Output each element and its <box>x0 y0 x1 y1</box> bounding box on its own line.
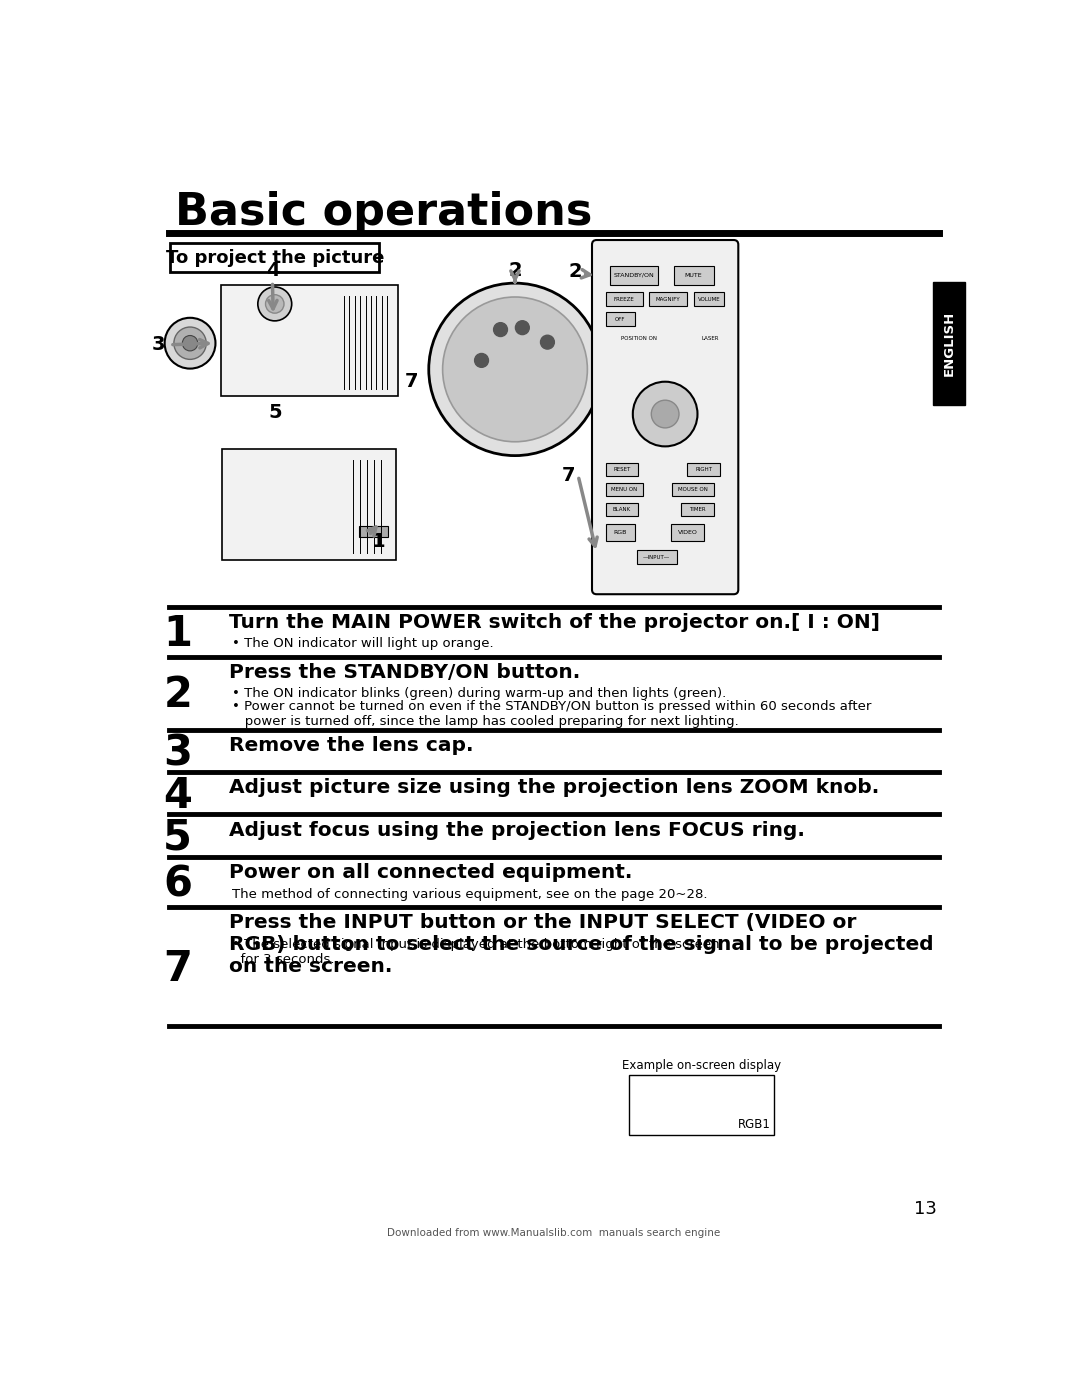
Circle shape <box>443 298 588 441</box>
Text: 5: 5 <box>163 817 192 859</box>
Bar <box>606 503 638 515</box>
Circle shape <box>429 284 602 455</box>
Bar <box>359 527 388 538</box>
Text: 3: 3 <box>163 732 192 774</box>
Text: RGB1: RGB1 <box>738 1118 771 1132</box>
Text: Downloaded from www.Manualslib.com  manuals search engine: Downloaded from www.Manualslib.com manua… <box>387 1228 720 1238</box>
Text: Press the STANDBY/ON button.: Press the STANDBY/ON button. <box>229 662 580 682</box>
Text: Basic operations: Basic operations <box>175 191 592 233</box>
Text: 4: 4 <box>266 261 280 279</box>
Bar <box>629 1074 773 1134</box>
Text: • The ON indicator blinks (green) during warm-up and then lights (green).: • The ON indicator blinks (green) during… <box>231 687 726 700</box>
Text: • Power cannot be turned on even if the STANDBY/ON button is pressed within 60 s: • Power cannot be turned on even if the … <box>231 700 870 728</box>
Text: Press the INPUT button or the INPUT SELECT (VIDEO or
RGB) button to select the s: Press the INPUT button or the INPUT SELE… <box>229 914 933 977</box>
Circle shape <box>258 286 292 321</box>
Bar <box>671 524 704 541</box>
Bar <box>649 292 688 306</box>
Bar <box>674 267 714 285</box>
Text: FREEZE: FREEZE <box>613 296 635 302</box>
Text: OFF: OFF <box>616 317 625 321</box>
Text: • The selected signal input is displayed at the bottom right of the screen
  for: • The selected signal input is displayed… <box>231 937 719 965</box>
Bar <box>606 464 638 475</box>
Bar <box>688 464 720 475</box>
Text: —INPUT—: —INPUT— <box>643 555 671 560</box>
Bar <box>610 267 658 285</box>
Circle shape <box>266 295 284 313</box>
Text: BLANK: BLANK <box>613 507 631 513</box>
Text: Turn the MAIN POWER switch of the projector on.[ I : ON]: Turn the MAIN POWER switch of the projec… <box>229 613 879 631</box>
Text: VIDEO: VIDEO <box>677 529 698 535</box>
Bar <box>636 550 677 564</box>
Text: LASER: LASER <box>702 337 719 341</box>
Text: MUTE: MUTE <box>685 272 702 278</box>
Text: RESET: RESET <box>613 467 631 472</box>
Text: The method of connecting various equipment, see on the page 20~28.: The method of connecting various equipme… <box>231 887 707 901</box>
Text: 4: 4 <box>163 774 192 817</box>
Text: RIGHT: RIGHT <box>696 467 712 472</box>
Text: RGB: RGB <box>613 529 627 535</box>
Text: TIMER: TIMER <box>689 507 706 513</box>
Bar <box>606 292 643 306</box>
Text: 1: 1 <box>163 613 192 655</box>
Text: 2: 2 <box>509 261 522 279</box>
Circle shape <box>540 335 554 349</box>
Text: MAGNIFY: MAGNIFY <box>656 296 680 302</box>
Text: 7: 7 <box>163 947 192 990</box>
Bar <box>672 483 715 496</box>
Circle shape <box>474 353 488 367</box>
Text: ENGLISH: ENGLISH <box>943 310 956 376</box>
Text: 3: 3 <box>151 335 165 355</box>
Text: 7: 7 <box>404 372 418 391</box>
Bar <box>170 243 379 272</box>
Bar <box>220 285 397 397</box>
Bar <box>693 292 725 306</box>
Text: Remove the lens cap.: Remove the lens cap. <box>229 736 473 754</box>
Text: • The ON indicator will light up orange.: • The ON indicator will light up orange. <box>231 637 494 651</box>
Bar <box>681 503 714 515</box>
Circle shape <box>515 321 529 335</box>
Text: POSITION ON: POSITION ON <box>621 337 657 341</box>
Circle shape <box>164 317 216 369</box>
Text: 2: 2 <box>163 675 192 717</box>
Circle shape <box>651 400 679 427</box>
Text: 2: 2 <box>568 263 582 281</box>
Text: MENU ON: MENU ON <box>611 488 637 492</box>
Text: Adjust picture size using the projection lens ZOOM knob.: Adjust picture size using the projection… <box>229 778 879 798</box>
Bar <box>222 448 395 560</box>
Text: 7: 7 <box>563 467 576 485</box>
Text: VOLUME: VOLUME <box>698 296 720 302</box>
Text: 5: 5 <box>268 402 282 422</box>
Circle shape <box>183 335 198 351</box>
Text: To project the picture: To project the picture <box>165 249 384 267</box>
Circle shape <box>174 327 206 359</box>
Text: STANDBY/ON: STANDBY/ON <box>613 272 654 278</box>
Text: MOUSE ON: MOUSE ON <box>678 488 707 492</box>
Bar <box>606 483 643 496</box>
Text: 6: 6 <box>163 863 192 905</box>
Text: 13: 13 <box>914 1200 937 1218</box>
Circle shape <box>633 381 698 447</box>
Bar <box>933 282 966 405</box>
Bar <box>606 524 635 541</box>
FancyBboxPatch shape <box>592 240 739 594</box>
Text: Power on all connected equipment.: Power on all connected equipment. <box>229 863 632 882</box>
Text: 1: 1 <box>372 532 386 550</box>
Bar <box>606 313 635 327</box>
Circle shape <box>494 323 508 337</box>
Text: Example on-screen display: Example on-screen display <box>622 1059 781 1071</box>
Text: Adjust focus using the projection lens FOCUS ring.: Adjust focus using the projection lens F… <box>229 820 805 840</box>
